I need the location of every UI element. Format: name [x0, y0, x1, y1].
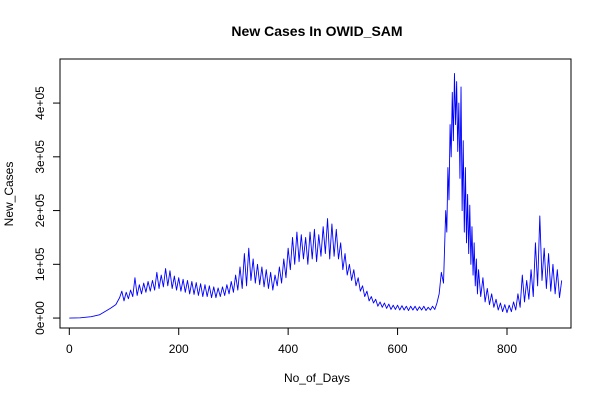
chart-title: New Cases In OWID_SAM [231, 23, 402, 39]
x-axis-label: No_of_Days [284, 371, 350, 385]
series-layer [69, 73, 563, 319]
series-line [69, 73, 563, 319]
x-tick-label: 200 [169, 342, 189, 356]
y-tick-label: 4e+05 [33, 86, 47, 120]
y-axis: 0e+00 1e+05 2e+05 3e+05 4e+05 [33, 86, 60, 335]
y-tick-label: 1e+05 [33, 247, 47, 281]
x-tick-label: 800 [497, 342, 517, 356]
y-tick-label: 2e+05 [33, 193, 47, 227]
y-tick-label: 0e+00 [33, 301, 47, 335]
plot-frame [59, 58, 572, 329]
x-axis: 0 200 400 600 800 [66, 328, 517, 356]
x-tick-label: 0 [66, 342, 73, 356]
y-axis-label: New_Cases [2, 162, 16, 227]
x-tick-label: 600 [388, 342, 408, 356]
x-tick-label: 400 [278, 342, 298, 356]
y-tick-label: 3e+05 [33, 140, 47, 174]
